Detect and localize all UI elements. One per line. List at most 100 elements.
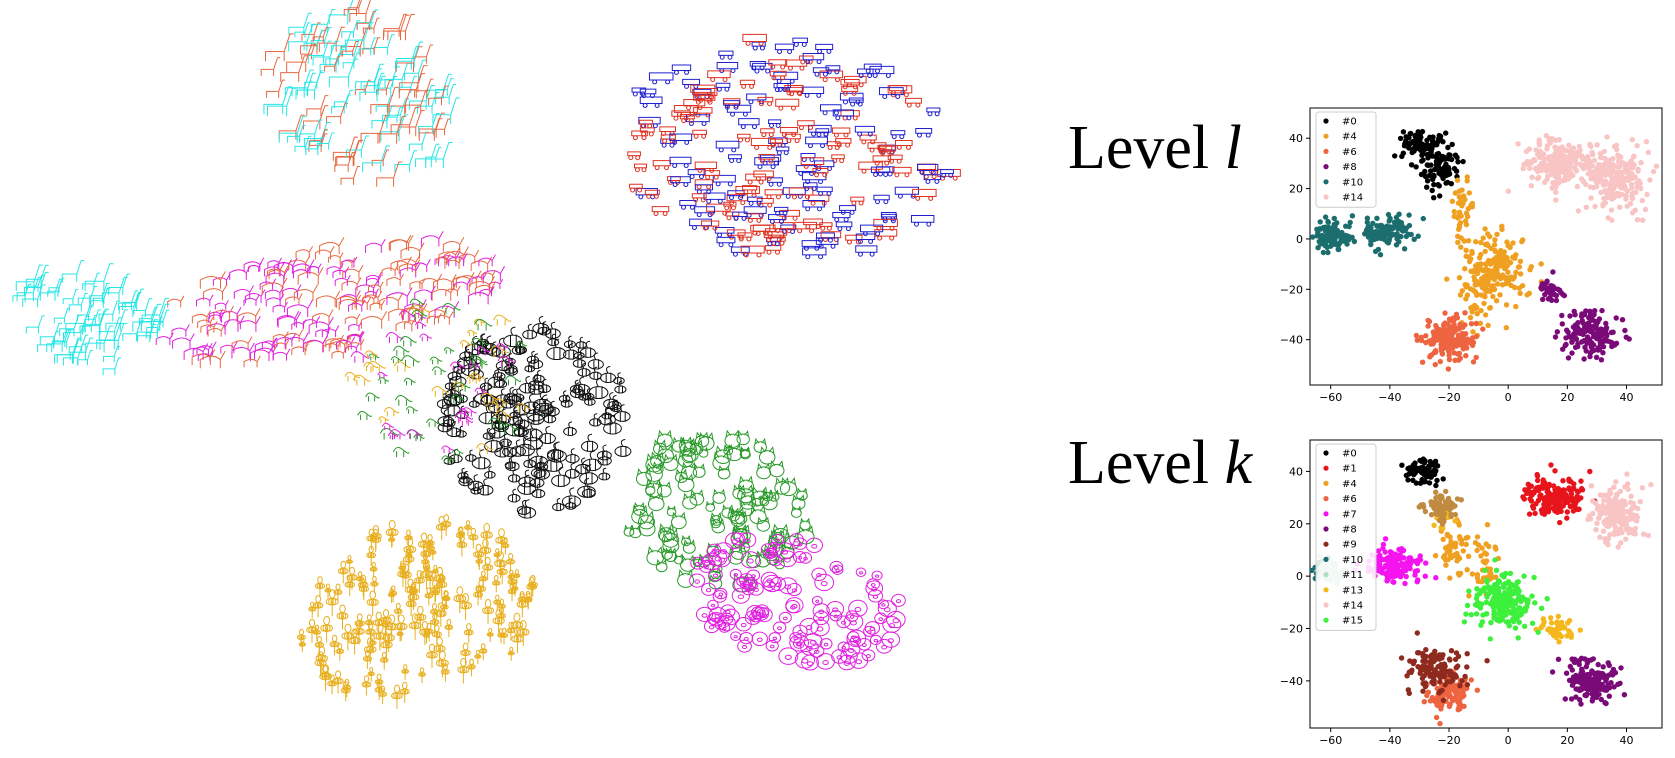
data-point [1419, 466, 1425, 473]
sketch-doodle [347, 339, 365, 351]
data-point [1569, 333, 1576, 339]
data-point [1532, 165, 1538, 172]
sketch-doodle [312, 26, 329, 43]
data-point [1588, 323, 1594, 330]
data-point [1463, 541, 1469, 548]
data-point [1437, 688, 1444, 694]
data-point [1429, 694, 1436, 701]
data-point [1455, 556, 1461, 562]
sketch-doodle [359, 75, 387, 102]
data-point [1373, 232, 1379, 239]
data-point [1574, 183, 1580, 190]
data-point [1600, 165, 1606, 171]
data-point [1544, 176, 1550, 182]
data-point [1559, 153, 1565, 159]
x-tick-label: 40 [1620, 734, 1634, 747]
sketch-doodle [319, 237, 345, 255]
data-point [1590, 510, 1596, 517]
data-point [1620, 183, 1626, 190]
sketch-doodle [751, 41, 766, 51]
legend-label: #7 [1342, 509, 1357, 520]
data-point [1424, 162, 1430, 168]
data-point [1493, 298, 1500, 304]
data-point [1616, 527, 1623, 533]
sketch-cluster-giraffes-left [12, 259, 170, 376]
data-point [1606, 165, 1612, 172]
sketch-doodle [324, 56, 341, 72]
sketch-doodle [757, 96, 774, 107]
data-point [1514, 579, 1520, 585]
legend-label: #0 [1342, 449, 1357, 460]
data-point [1634, 143, 1640, 149]
sketch-doodle [418, 667, 426, 683]
sketch-doodle [426, 418, 440, 428]
data-point [1407, 561, 1413, 568]
data-point [1582, 656, 1588, 662]
data-point [1469, 250, 1475, 256]
sketch-doodle [379, 651, 389, 670]
data-point [1434, 463, 1441, 469]
data-point [1518, 606, 1524, 613]
sketch-doodle [732, 211, 748, 221]
data-point [1640, 217, 1646, 223]
data-point [1529, 593, 1535, 599]
sketch-doodle [867, 142, 887, 153]
sketch-doodle [453, 360, 466, 374]
sketch-doodle [857, 637, 872, 651]
sketch-doodle [756, 197, 774, 208]
sketch-doodle [393, 345, 410, 356]
data-point [1478, 553, 1484, 559]
sketch-doodle [415, 321, 427, 329]
sketch-doodle [358, 37, 378, 56]
data-point [1491, 595, 1497, 601]
data-point [1621, 498, 1628, 505]
data-point [1440, 697, 1447, 703]
sketch-doodle [756, 516, 771, 532]
sketch-doodle [926, 107, 941, 117]
sketch-doodle [786, 582, 802, 597]
sketch-doodle [394, 614, 408, 641]
data-point [1482, 226, 1488, 232]
sketch-doodle [803, 632, 823, 650]
data-point [1449, 345, 1456, 351]
data-point [1600, 528, 1607, 534]
data-point [1455, 705, 1462, 712]
sketch-cluster-giraffes-top [260, 0, 461, 187]
sketch-doodle [315, 326, 331, 338]
data-point [1449, 671, 1456, 677]
data-point [1451, 208, 1457, 215]
sketch-doodle [288, 255, 311, 271]
data-point [1607, 180, 1613, 187]
data-point [1645, 149, 1652, 156]
sketch-doodle [578, 389, 590, 401]
sketch-doodle [444, 256, 463, 270]
legend-marker [1323, 133, 1329, 139]
data-point [1472, 289, 1478, 295]
data-point [1553, 147, 1560, 153]
data-point [1607, 507, 1614, 513]
data-point [1464, 567, 1470, 573]
data-point [1339, 229, 1345, 236]
data-point [1539, 510, 1545, 516]
data-point [1401, 564, 1407, 570]
sketch-doodle [22, 284, 46, 308]
data-point [1373, 228, 1379, 235]
sketch-doodle [426, 643, 438, 669]
data-point [1575, 686, 1581, 693]
sketch-doodle [644, 189, 660, 199]
data-point [1445, 144, 1451, 151]
data-point [1532, 510, 1538, 517]
data-point [1406, 212, 1412, 218]
sketch-doodle [730, 246, 750, 257]
legend-marker [1323, 164, 1329, 170]
sketch-doodle [511, 340, 526, 355]
data-point [1585, 673, 1592, 679]
sketch-doodle [468, 276, 495, 294]
sketch-doodle [815, 128, 830, 137]
sketch-doodle [494, 410, 513, 422]
sketch-doodle [815, 237, 839, 249]
data-point [1430, 134, 1436, 140]
data-point [1445, 164, 1452, 171]
sketch-doodle [526, 350, 539, 364]
sketch-doodle [433, 118, 451, 136]
